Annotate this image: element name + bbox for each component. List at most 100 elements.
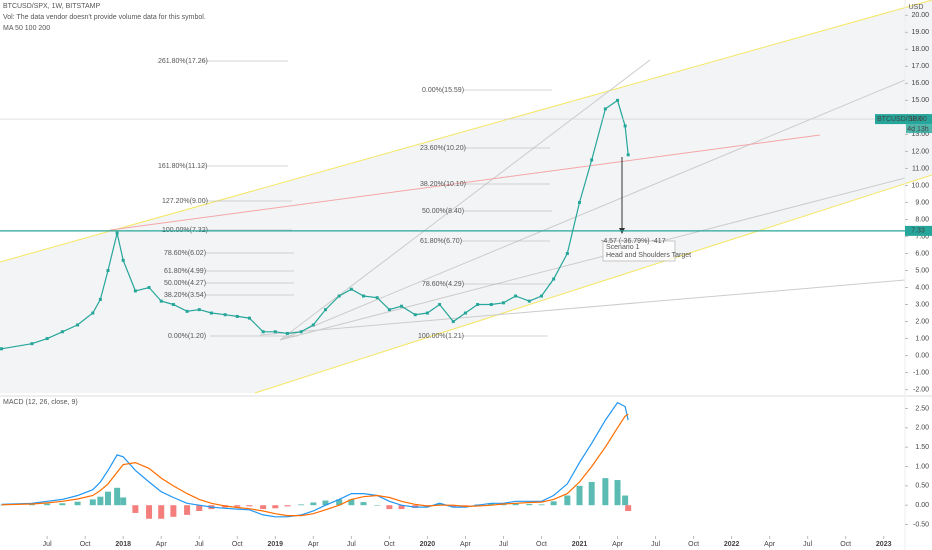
- histogram-bar: [114, 487, 121, 506]
- price-point: [223, 313, 227, 317]
- axis-unit: USD: [909, 4, 924, 11]
- histogram-bar: [398, 505, 405, 510]
- subtitle: Vol: The data vendor doesn't provide vol…: [3, 14, 206, 21]
- histogram-bar: [348, 499, 355, 506]
- y-tick-label: 1.50: [915, 444, 929, 451]
- x-tick-label: Jul: [43, 541, 52, 548]
- price-point: [451, 320, 455, 324]
- y-tick-label: -1.00: [913, 369, 929, 376]
- countdown-tag: [906, 124, 932, 134]
- channel-bottom: [254, 174, 932, 394]
- x-tick-label: Jul: [803, 541, 812, 548]
- histogram-bar: [360, 502, 367, 506]
- histogram-bar: [588, 481, 595, 506]
- price-point: [603, 107, 607, 111]
- y-tick-label: 0.00: [915, 502, 929, 509]
- price-point: [197, 308, 201, 312]
- fib-label: 78.60%(4.29): [422, 281, 464, 288]
- price-point: [578, 200, 582, 204]
- price-point: [476, 303, 480, 307]
- x-tick-label: Jul: [499, 541, 508, 548]
- histogram-bar: [450, 505, 457, 508]
- price-point: [527, 299, 531, 303]
- x-tick-label: Apr: [460, 541, 472, 548]
- price-point: [159, 299, 163, 303]
- histogram-bar: [97, 496, 104, 506]
- y-tick-label: 5.00: [915, 267, 929, 274]
- price-point: [463, 311, 467, 315]
- y-tick-label: 20.00: [911, 12, 929, 19]
- y-tick-label: 2.50: [915, 405, 929, 412]
- price-point: [115, 231, 119, 235]
- countdown: 4d 13h: [907, 126, 929, 133]
- price-point: [60, 330, 64, 334]
- x-tick-label: 2021: [572, 541, 588, 548]
- histogram-bar: [89, 499, 96, 506]
- y-tick-label: 1.00: [915, 463, 929, 470]
- histogram-bar: [284, 505, 291, 507]
- histogram-bar: [602, 478, 609, 506]
- x-tick-label: Apr: [764, 541, 776, 548]
- fib-label: 127.20%(9.00): [162, 198, 208, 205]
- fib-label: 78.60%(6.02): [164, 250, 206, 257]
- price-point: [616, 98, 620, 102]
- annotation: -4.57 (-36.79%) -417: [601, 238, 666, 245]
- histogram-bar: [298, 504, 305, 506]
- y-tick-label: 0.00: [915, 352, 929, 359]
- x-tick-label: Apr: [308, 541, 320, 548]
- fib-label: 23.60%(10.20): [420, 145, 466, 152]
- histogram-bar: [500, 504, 507, 506]
- histogram-bar: [436, 503, 443, 506]
- y-tick-label: -0.50: [913, 521, 929, 528]
- price-point: [425, 311, 429, 315]
- price-point: [539, 294, 543, 298]
- x-tick-label: Oct: [232, 541, 243, 548]
- price-point: [209, 311, 213, 315]
- price-point: [285, 331, 289, 335]
- histogram-bar: [59, 503, 66, 506]
- price-point: [185, 309, 189, 313]
- x-tick-label: Oct: [80, 541, 91, 548]
- macd-title: MACD (12, 26, close, 9): [3, 399, 78, 406]
- y-tick-label: 19.00: [911, 29, 929, 36]
- price-tag-name: BTCUSD/SPX: [877, 116, 922, 123]
- chart-title: BTCUSD/SPX, 1W, BITSTAMP: [3, 3, 100, 10]
- price-point: [337, 294, 341, 298]
- price-point: [273, 330, 277, 334]
- price-point: [489, 303, 493, 307]
- x-tick-label: Oct: [536, 541, 547, 548]
- histogram-bar: [234, 505, 241, 507]
- histogram-bar: [538, 504, 545, 506]
- annotation: Scenario 1: [606, 244, 640, 251]
- fib-label: 161.80%(11.12): [158, 163, 207, 170]
- histogram-bar: [132, 505, 139, 513]
- histogram-bar: [146, 505, 153, 519]
- price-point: [413, 313, 417, 317]
- channel-fill: [0, 0, 932, 393]
- price-point: [299, 330, 303, 334]
- x-tick-label: 2020: [420, 541, 436, 548]
- price-point: [0, 347, 4, 351]
- histogram-bar: [272, 505, 279, 509]
- histogram-bar: [310, 502, 317, 506]
- y-tick-label: 7.00: [915, 233, 929, 240]
- x-tick-label: Oct: [688, 541, 699, 548]
- price-point: [565, 251, 569, 255]
- x-tick-label: 2018: [115, 541, 131, 548]
- hline-label: 7.33: [911, 228, 925, 235]
- price-point: [438, 303, 442, 307]
- x-tick-label: Apr: [612, 541, 624, 548]
- price-point: [501, 301, 505, 305]
- histogram-bar: [74, 501, 81, 506]
- x-tick-label: 2019: [268, 541, 284, 548]
- price-tag: [875, 114, 932, 125]
- price-point: [375, 296, 379, 300]
- y-tick-label: 18.00: [911, 46, 929, 53]
- x-tick-label: Oct: [840, 541, 851, 548]
- annotation-box: [602, 240, 676, 262]
- annotation: Head and Shoulders Target: [606, 252, 691, 259]
- macd-line: [1, 401, 629, 518]
- y-tick-label: -2.00: [913, 386, 929, 393]
- price-point: [261, 330, 265, 334]
- x-tick-label: 2022: [724, 541, 740, 548]
